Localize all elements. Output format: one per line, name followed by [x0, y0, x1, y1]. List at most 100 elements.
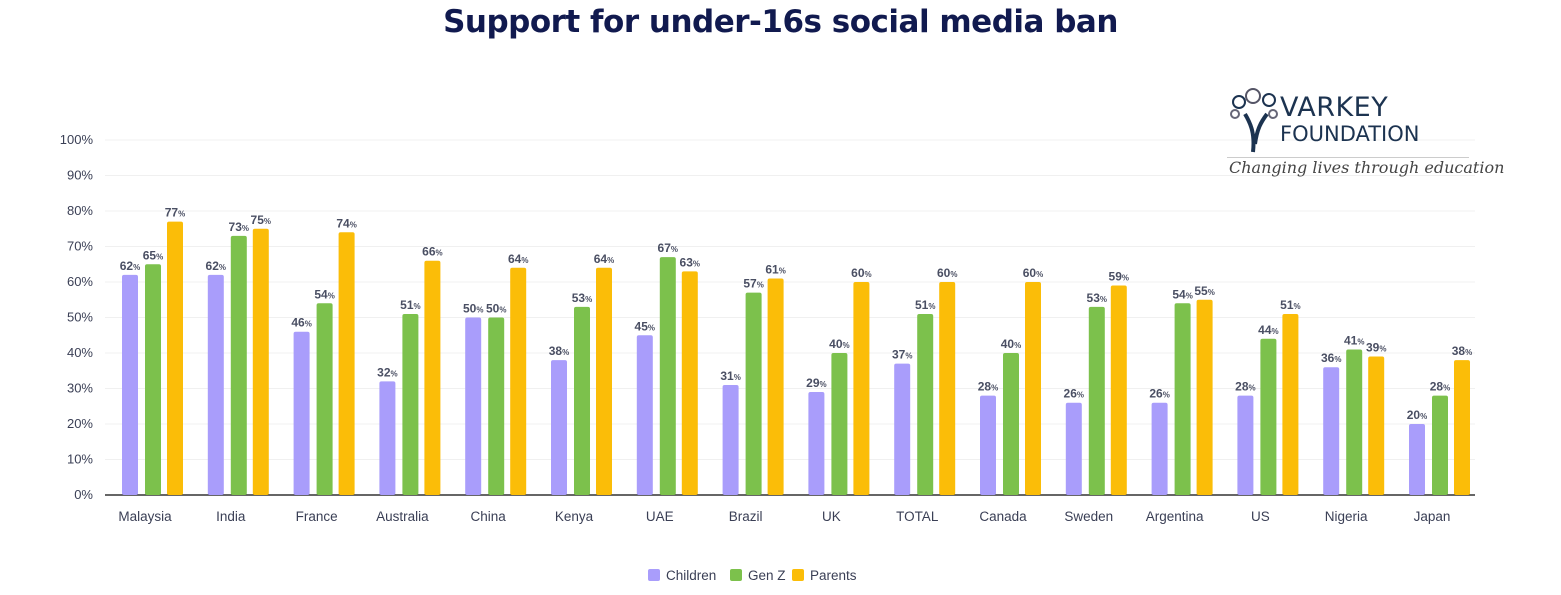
data-label: 50%: [486, 302, 506, 316]
data-label: 63%: [680, 255, 700, 269]
data-label: 28%: [978, 380, 998, 394]
logo-divider: [1227, 157, 1469, 158]
x-tick-label: US: [1251, 509, 1270, 524]
x-tick-label: Kenya: [555, 509, 594, 524]
bar-parents: [1454, 360, 1470, 495]
data-label: 77%: [165, 206, 185, 220]
data-label: 74%: [336, 216, 356, 230]
bar-children: [379, 381, 396, 495]
bar-children: [808, 392, 825, 495]
y-tick-label: 50%: [67, 310, 93, 325]
bar-children: [980, 395, 996, 495]
data-label: 61%: [765, 262, 785, 276]
bar-parents: [1110, 285, 1127, 495]
data-label: 38%: [549, 344, 569, 358]
bar-parents: [167, 221, 183, 495]
x-tick-label: China: [471, 509, 507, 524]
data-label: 73%: [229, 220, 249, 234]
bar-children: [551, 360, 567, 495]
x-tick-label: Brazil: [729, 509, 763, 524]
x-tick-label: UK: [822, 509, 841, 524]
data-label: 62%: [120, 259, 140, 273]
y-tick-label: 80%: [67, 203, 93, 218]
x-tick-label: Nigeria: [1325, 509, 1368, 524]
data-label: 64%: [594, 252, 614, 266]
x-tick-label: France: [296, 509, 338, 524]
data-label: 46%: [291, 316, 311, 330]
data-label: 37%: [892, 348, 912, 362]
bar-parents: [596, 267, 612, 495]
data-label: 54%: [1172, 287, 1192, 301]
bar-gen-z: [574, 306, 590, 495]
bar-parents: [767, 278, 784, 495]
logo-name-line2: FOUNDATION: [1280, 122, 1420, 146]
x-tick-label: Japan: [1414, 509, 1451, 524]
bar-parents: [424, 260, 441, 495]
bar-gen-z: [145, 264, 161, 495]
y-tick-label: 30%: [67, 381, 93, 396]
bar-gen-z: [488, 317, 505, 495]
bar-parents: [681, 271, 698, 495]
data-label: 45%: [635, 319, 655, 333]
data-label: 53%: [572, 291, 592, 305]
bar-gen-z: [402, 313, 419, 495]
bar-parents: [510, 267, 527, 495]
bar-gen-z: [1088, 306, 1105, 495]
bar-children: [1409, 424, 1425, 495]
data-label: 20%: [1407, 408, 1427, 422]
data-label: 53%: [1087, 291, 1107, 305]
bar-children: [1065, 402, 1082, 495]
data-label: 39%: [1366, 341, 1386, 355]
bar-parents: [252, 228, 269, 495]
bar-children: [722, 384, 739, 495]
data-label: 44%: [1258, 323, 1278, 337]
x-tick-label: Sweden: [1064, 509, 1113, 524]
data-label: 57%: [743, 277, 763, 291]
y-tick-label: 90%: [67, 168, 93, 183]
data-label: 66%: [422, 245, 442, 259]
x-tick-label: Malaysia: [118, 509, 172, 524]
data-label: 41%: [1344, 333, 1364, 347]
bar-parents: [1025, 282, 1041, 495]
bar-parents: [853, 282, 870, 495]
bar-children: [636, 335, 653, 495]
data-label: 65%: [143, 248, 163, 262]
data-label: 64%: [508, 252, 528, 266]
legend-swatch-parents: [792, 569, 804, 581]
data-label: 55%: [1194, 284, 1214, 298]
bar-parents: [1196, 299, 1213, 495]
bar-children: [894, 363, 911, 495]
x-tick-label: Argentina: [1146, 509, 1204, 524]
bar-parents: [1368, 356, 1385, 495]
bar-children: [1237, 395, 1254, 495]
bar-gen-z: [917, 313, 934, 495]
data-label: 60%: [1023, 266, 1043, 280]
data-label: 59%: [1109, 270, 1129, 284]
data-label: 26%: [1149, 387, 1169, 401]
bar-gen-z: [1003, 353, 1019, 495]
data-label: 62%: [206, 259, 226, 273]
bar-gen-z: [1174, 303, 1191, 495]
x-tick-label: TOTAL: [896, 509, 939, 524]
legend-swatch-gen-z: [730, 569, 742, 581]
x-tick-label: India: [216, 509, 246, 524]
legend-label: Parents: [810, 568, 857, 583]
bar-gen-z: [1432, 395, 1448, 495]
bar-gen-z: [1260, 338, 1277, 495]
y-tick-label: 10%: [67, 452, 93, 467]
x-tick-label: UAE: [646, 509, 674, 524]
bar-gen-z: [316, 303, 333, 495]
data-label: 51%: [400, 298, 420, 312]
data-label: 28%: [1235, 380, 1255, 394]
data-label: 29%: [806, 376, 826, 390]
logo-tagline: Changing lives through education: [1229, 158, 1505, 177]
data-label: 67%: [658, 241, 678, 255]
data-label: 54%: [314, 287, 334, 301]
x-tick-label: Canada: [979, 509, 1027, 524]
bar-gen-z: [831, 353, 848, 495]
y-tick-label: 60%: [67, 274, 93, 289]
data-label: 51%: [1280, 298, 1300, 312]
bar-children: [207, 274, 224, 495]
data-label: 50%: [463, 302, 483, 316]
